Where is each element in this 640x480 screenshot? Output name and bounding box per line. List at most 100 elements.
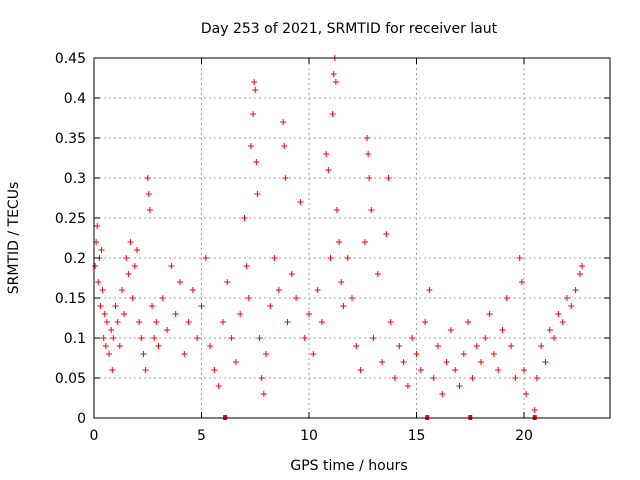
data-point bbox=[116, 343, 123, 349]
data-point bbox=[172, 311, 179, 317]
data-point bbox=[374, 271, 381, 277]
data-point bbox=[92, 263, 99, 269]
data-point bbox=[353, 343, 360, 349]
data-point bbox=[297, 199, 304, 205]
data-point bbox=[555, 311, 562, 317]
y-tick-label: 0.05 bbox=[55, 371, 86, 387]
data-point bbox=[533, 375, 540, 381]
data-point bbox=[499, 327, 506, 333]
data-point bbox=[108, 327, 115, 333]
data-point bbox=[125, 271, 132, 277]
data-point bbox=[542, 359, 549, 365]
data-point bbox=[503, 295, 510, 301]
data-point bbox=[413, 351, 420, 357]
data-point bbox=[123, 255, 130, 261]
data-point bbox=[149, 303, 156, 309]
data-point bbox=[194, 335, 201, 341]
data-point bbox=[138, 335, 145, 341]
data-point bbox=[164, 327, 171, 333]
data-point bbox=[153, 319, 160, 325]
data-point bbox=[473, 343, 480, 349]
data-point bbox=[118, 287, 125, 293]
data-point bbox=[247, 143, 254, 149]
data-point bbox=[357, 367, 364, 373]
data-point bbox=[333, 207, 340, 213]
y-tick-label: 0.2 bbox=[64, 251, 86, 267]
data-point bbox=[127, 239, 134, 245]
data-point bbox=[368, 207, 375, 213]
data-point bbox=[98, 247, 105, 253]
y-tick-label: 0 bbox=[77, 411, 86, 427]
data-point bbox=[185, 319, 192, 325]
data-point bbox=[131, 263, 138, 269]
data-point bbox=[109, 367, 116, 373]
data-point bbox=[106, 351, 113, 357]
data-point bbox=[288, 271, 295, 277]
data-point bbox=[271, 255, 278, 261]
data-point bbox=[426, 287, 433, 293]
data-point bbox=[241, 215, 248, 221]
data-point bbox=[364, 135, 371, 141]
data-point bbox=[323, 151, 330, 157]
plot-frame bbox=[93, 57, 611, 419]
data-point bbox=[336, 239, 343, 245]
data-point bbox=[134, 247, 140, 253]
data-point bbox=[370, 335, 377, 341]
data-point bbox=[396, 343, 403, 349]
x-tick-label: 0 bbox=[90, 428, 99, 444]
data-point bbox=[512, 375, 519, 381]
data-point bbox=[215, 383, 222, 389]
data-point bbox=[430, 375, 437, 381]
data-point bbox=[482, 335, 489, 341]
data-point bbox=[282, 175, 289, 181]
data-point bbox=[112, 303, 119, 309]
data-point bbox=[338, 279, 345, 285]
data-point bbox=[281, 143, 288, 149]
y-tick-label: 0.25 bbox=[55, 211, 86, 227]
data-point bbox=[159, 295, 166, 301]
data-point bbox=[275, 287, 282, 293]
data-point bbox=[129, 295, 136, 301]
data-point bbox=[306, 311, 312, 317]
data-point bbox=[168, 263, 175, 269]
data-point bbox=[392, 375, 398, 381]
data-point bbox=[101, 311, 108, 317]
data-point bbox=[349, 295, 355, 301]
grid bbox=[94, 58, 610, 418]
data-point bbox=[146, 207, 153, 213]
data-points bbox=[92, 55, 586, 413]
data-point bbox=[207, 343, 214, 349]
data-point bbox=[400, 359, 407, 365]
data-point bbox=[314, 287, 321, 293]
data-point bbox=[293, 295, 300, 301]
data-point bbox=[110, 335, 117, 341]
data-point bbox=[546, 327, 553, 333]
data-point bbox=[490, 351, 497, 357]
data-point bbox=[518, 279, 525, 285]
y-tick-labels: 0 0.05 0.1 0.15 0.2 0.25 0.3 0.35 0.4 0.45 bbox=[55, 51, 86, 427]
data-point bbox=[460, 351, 467, 357]
data-point bbox=[151, 335, 158, 341]
data-point bbox=[508, 343, 515, 349]
y-tick-label: 0.4 bbox=[64, 91, 86, 107]
data-point bbox=[237, 311, 244, 317]
data-point bbox=[329, 111, 336, 117]
data-point bbox=[564, 295, 570, 301]
data-point bbox=[224, 279, 231, 285]
data-point bbox=[340, 303, 347, 309]
data-point bbox=[383, 231, 390, 237]
data-point bbox=[202, 255, 209, 261]
y-tick-label: 0.3 bbox=[64, 171, 86, 187]
data-point bbox=[447, 327, 454, 333]
data-point bbox=[516, 255, 523, 261]
y-tick-label: 0.45 bbox=[55, 51, 86, 67]
data-point bbox=[232, 359, 239, 365]
data-point bbox=[568, 303, 575, 309]
data-point bbox=[254, 191, 261, 197]
data-point bbox=[258, 375, 265, 381]
data-point bbox=[572, 287, 579, 293]
data-point bbox=[439, 391, 446, 397]
data-point bbox=[379, 359, 386, 365]
data-point bbox=[385, 175, 392, 181]
